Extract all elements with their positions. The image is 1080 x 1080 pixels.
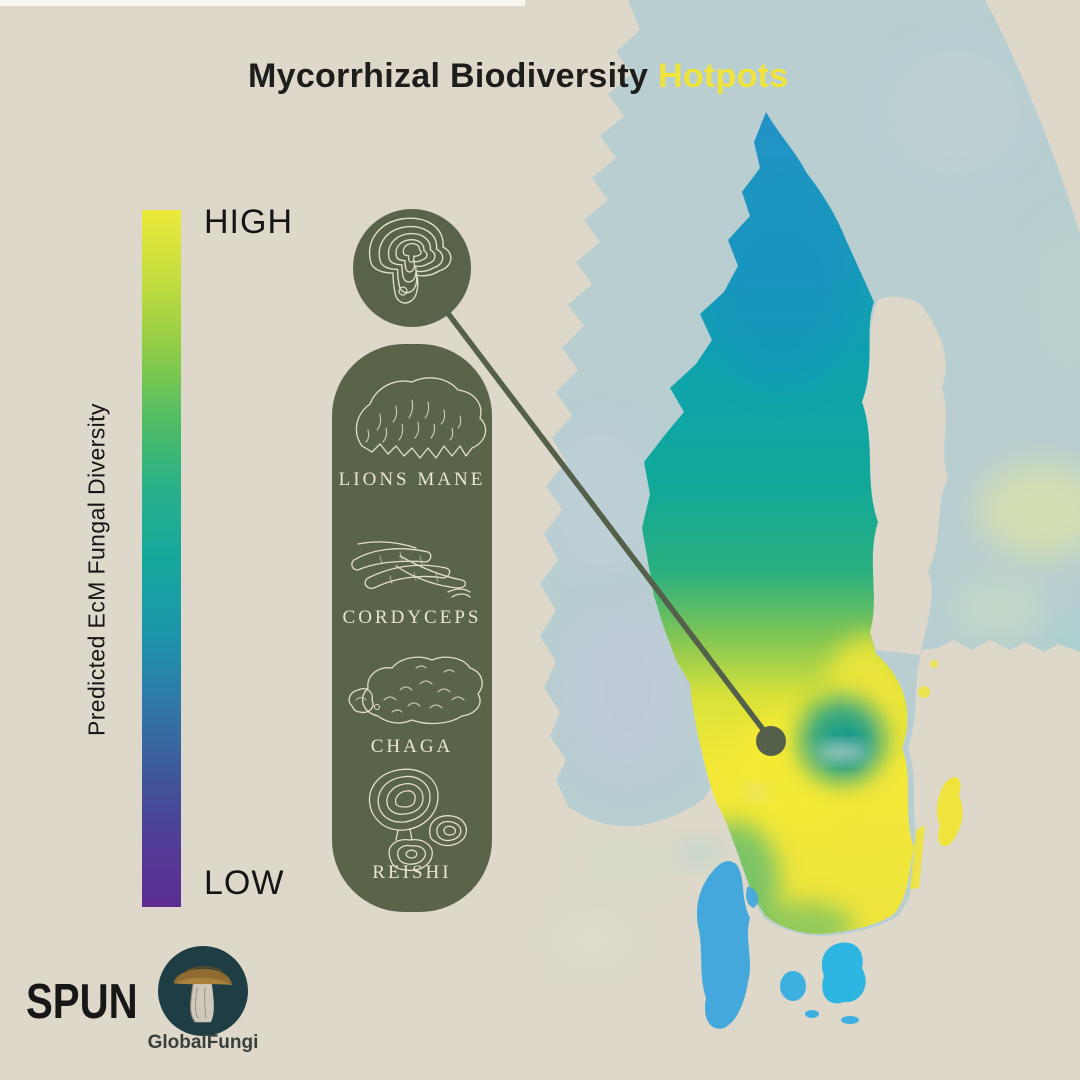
species-label-reishi: REISHI [372,862,452,883]
contour-mushroom-illustration [369,217,452,304]
denmark [696,861,866,1029]
page-title: Mycorrhizal Biodiversity Hotpots [248,57,788,96]
globalfungi-label: GlobalFungi [147,1032,259,1053]
cordyceps-icon [351,541,471,598]
porcini-mushroom-icon [173,966,233,1023]
top-edge-sliver [0,0,525,6]
colorbar-axis-label: Predicted EcM Fungal Diversity [83,403,110,737]
species-label-lions-mane: LIONS MANE [338,469,486,490]
chaga-icon [348,656,483,725]
callout-circle [353,209,471,327]
sweden-raster-blobs [687,195,910,934]
reishi-icon [368,768,467,872]
species-label-chaga: CHAGA [370,736,454,757]
baltic-islands [910,660,963,889]
species-label-cordyceps: CORDYCEPS [342,607,482,628]
callout-connector-line [444,309,774,743]
legend-low-label: LOW [204,864,285,902]
hotspot-marker-dot [756,726,786,756]
land-tints [552,45,1080,775]
kattegat-tints [554,842,722,966]
diversity-colorbar [142,210,181,907]
fennoscandia-landmass [540,0,1080,936]
sweden-diversity-raster [642,112,914,934]
legend-high-label: HIGH [204,203,293,241]
title-accent: Hotpots [657,57,789,95]
globalfungi-logo [158,946,248,1036]
lions-mane-icon [355,377,487,459]
title-main: Mycorrhizal Biodiversity [248,57,649,95]
gulf-of-bothnia [862,296,948,655]
spun-logo: SPUN [26,975,138,1029]
